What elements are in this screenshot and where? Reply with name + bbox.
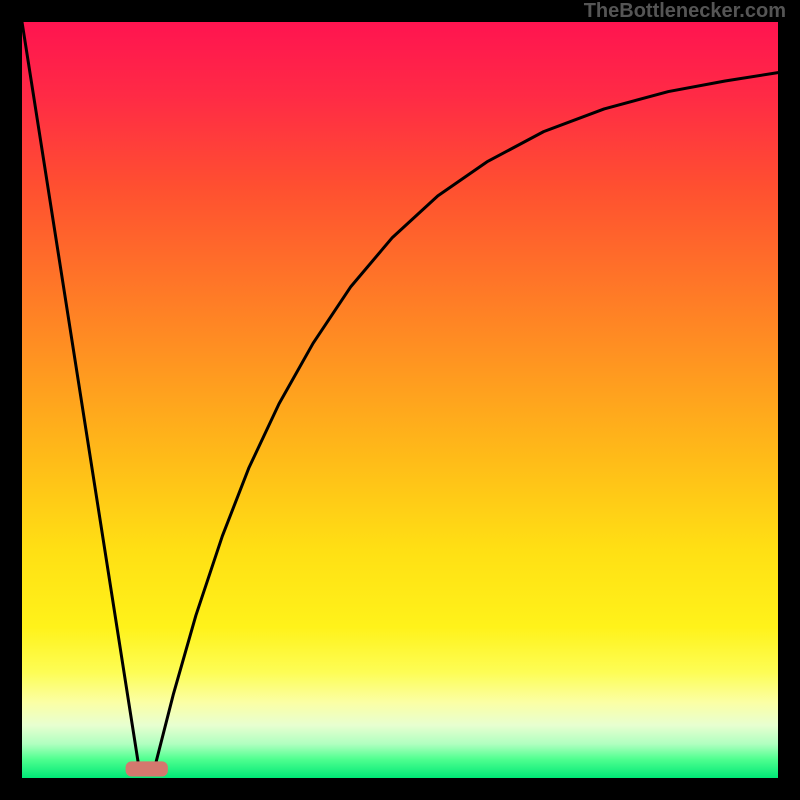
- vertex-marker: [126, 761, 168, 776]
- watermark-text: TheBottlenecker.com: [584, 0, 786, 23]
- figure-frame: TheBottlenecker.com: [0, 0, 800, 800]
- gradient-background: [22, 22, 778, 778]
- plot-area: [22, 22, 778, 778]
- chart-svg: [22, 22, 778, 778]
